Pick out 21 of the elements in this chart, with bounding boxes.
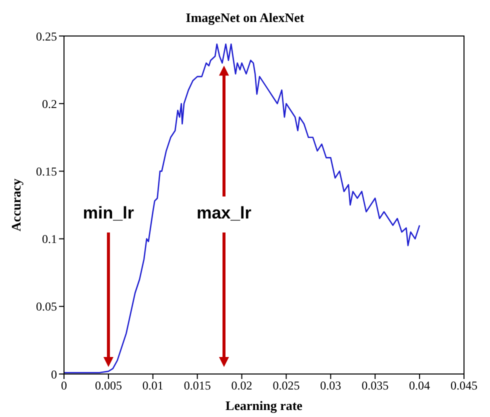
x-tick-label: 0.025 xyxy=(272,378,300,393)
annotation: max_lr xyxy=(196,204,252,223)
x-tick-label: 0 xyxy=(61,378,67,393)
y-tick-label: 0.1 xyxy=(42,232,57,246)
y-tick-label: 0.15 xyxy=(36,164,57,178)
x-tick-label: 0.03 xyxy=(320,378,342,393)
y-tick-label: 0.05 xyxy=(36,300,57,314)
y-axis-title: Accuracy xyxy=(8,178,24,232)
annotation: min_lr xyxy=(82,204,134,223)
x-tick-label: 0.04 xyxy=(409,378,430,393)
chart-title: ImageNet on AlexNet xyxy=(184,9,306,27)
x-axis-title: Learning rate xyxy=(226,398,303,413)
x-tick-label: 0.045 xyxy=(450,378,478,393)
x-tick-label: 0.02 xyxy=(231,378,252,393)
x-tick-label: 0.035 xyxy=(362,378,389,393)
y-tick-label: 0.25 xyxy=(36,29,57,44)
x-tick-label: 0.005 xyxy=(94,378,122,393)
y-tick-label: 0.2 xyxy=(42,96,57,111)
y-tick-label: 0 xyxy=(51,367,57,382)
x-tick-label: 0.015 xyxy=(184,378,211,393)
x-tick-label: 0.01 xyxy=(142,378,164,393)
